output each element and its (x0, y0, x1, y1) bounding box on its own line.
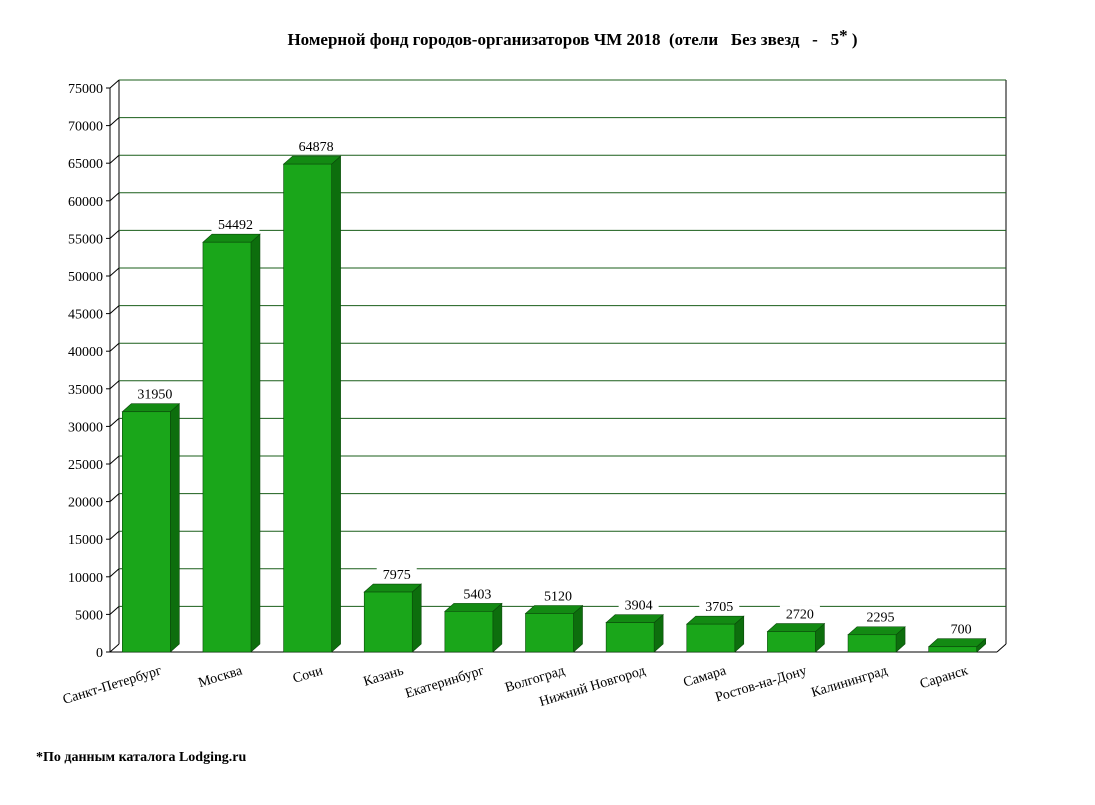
bar-top (282, 155, 342, 165)
data-label: 2720 (786, 608, 814, 623)
bar-top (444, 603, 503, 612)
y-tick-label: 25000 (68, 458, 103, 473)
gridline-side (109, 493, 120, 502)
data-label-bg (538, 587, 578, 604)
bar (928, 646, 977, 653)
bar (363, 591, 413, 653)
data-label-bg (211, 216, 260, 233)
bar (605, 622, 655, 653)
data-label-bg (860, 608, 901, 625)
chart-title-star: * (839, 26, 848, 45)
bar-side (170, 403, 180, 653)
bar-top (524, 605, 584, 614)
data-label-bg (130, 385, 179, 402)
chart-title: Номерной фонд городов-организаторов ЧМ 2… (0, 26, 1095, 50)
x-tick-label: Москва (197, 663, 245, 691)
gridline-side (109, 305, 120, 314)
y-tick-label: 45000 (68, 308, 103, 323)
gridline-side (109, 267, 120, 277)
x-tick-label: Самара (682, 663, 729, 690)
chart-title-text: Номерной фонд городов-организаторов ЧМ 2… (287, 30, 840, 49)
bar-side (492, 602, 503, 653)
data-label-bg (779, 605, 820, 622)
data-label-bg (376, 566, 417, 583)
gridline-side (109, 530, 120, 540)
bar-top (605, 614, 664, 623)
data-label-bg (292, 138, 341, 155)
data-label: 3705 (705, 600, 733, 615)
y-tick-label: 75000 (68, 82, 103, 97)
bar-side (250, 233, 261, 653)
data-label: 7975 (383, 568, 411, 583)
y-tick-label: 5000 (75, 608, 103, 623)
chart-title-end: ) (847, 30, 858, 49)
bar (767, 631, 816, 653)
bar-top (202, 233, 261, 243)
data-label: 54492 (218, 218, 253, 233)
data-label-bg (457, 585, 498, 602)
y-tick-label: 0 (96, 646, 103, 661)
x-tick-label: Сочи (291, 663, 325, 686)
y-tick-label: 40000 (68, 345, 103, 360)
bar-top (766, 623, 826, 632)
y-tick-label: 15000 (68, 533, 103, 548)
gridline-side (109, 643, 120, 653)
bar (686, 623, 736, 653)
footnote: *По данным каталога Lodging.ru (36, 750, 247, 765)
gridline-side (109, 192, 120, 202)
bar (122, 411, 171, 653)
bar (283, 163, 332, 653)
y-tick-label: 35000 (68, 383, 103, 398)
y-tick-label: 20000 (68, 496, 103, 511)
x-tick-label: Санкт-Петербург (61, 663, 164, 707)
bar-chart: 0 5000 10000 15000 20000 25000 30000 35000 40000… (61, 79, 1007, 710)
data-label: 31950 (137, 388, 172, 403)
bar (202, 241, 252, 653)
bar-top (363, 583, 423, 593)
y-tick-label: 65000 (68, 157, 103, 172)
bar-side (331, 155, 341, 653)
data-label-bg (945, 620, 978, 637)
gridline-side (109, 230, 120, 239)
gridline-side (109, 606, 120, 615)
x-tick-label: Саранск (918, 663, 970, 692)
x-tick-label: Калининград (810, 663, 889, 700)
y-tick-label: 10000 (68, 571, 103, 586)
data-label-bg (699, 598, 740, 615)
gridline-side (109, 79, 120, 89)
y-tick-label: 55000 (68, 232, 103, 247)
y-tick-label: 60000 (68, 195, 103, 210)
bar (847, 634, 897, 653)
data-label: 64878 (299, 140, 334, 155)
y-tick-label: 70000 (68, 120, 103, 135)
y-tick-label: 30000 (68, 420, 103, 435)
gridline-side (109, 342, 120, 352)
gridline-side (109, 418, 120, 427)
data-label: 2295 (867, 611, 895, 626)
data-label: 5403 (463, 587, 491, 602)
bar-top (847, 626, 906, 636)
gridline-side (109, 568, 120, 578)
bar-top (121, 403, 181, 413)
bar (525, 613, 574, 653)
data-label-bg (618, 596, 659, 613)
data-label: 5120 (544, 589, 572, 604)
x-tick-label: Екатеринбург (404, 663, 487, 701)
x-tick-label: Казань (362, 663, 406, 689)
bar-side (411, 583, 422, 653)
x-tick-label: Ростов-на-Дону (714, 663, 809, 705)
bar-top (927, 638, 987, 648)
y-tick-label: 50000 (68, 270, 103, 285)
data-label: 700 (951, 623, 972, 638)
floor-right-edge (996, 643, 1007, 653)
gridline-side (109, 154, 120, 164)
bar (444, 611, 494, 653)
bar-top (685, 615, 745, 625)
gridline-side (109, 117, 120, 126)
data-label: 3904 (625, 599, 653, 614)
gridline-side (109, 380, 120, 390)
gridline-side (109, 455, 120, 465)
